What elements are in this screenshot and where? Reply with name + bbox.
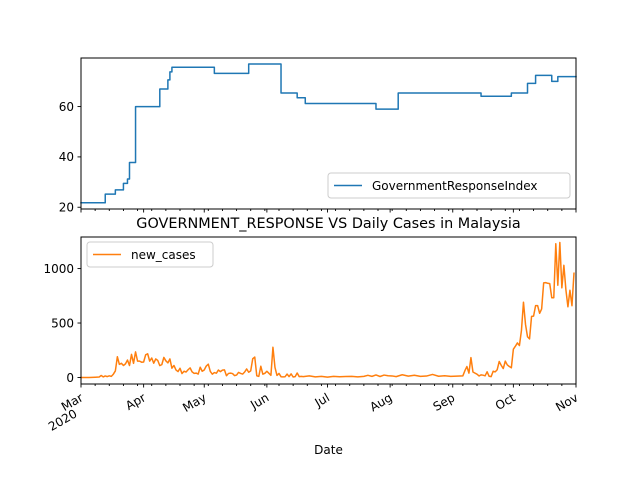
top-series-layer	[80, 63, 577, 204]
top-y-tick-label-2: 60	[59, 100, 74, 114]
bottom-x-tick-sublabel-0: 2020	[46, 406, 79, 433]
top-legend: GovernmentResponseIndex	[327, 172, 571, 199]
bottom-x-tick-label-2: May	[180, 390, 208, 415]
x-axis-label: Date	[314, 443, 343, 457]
bottom-x-tick-label-7: Oct	[493, 390, 518, 413]
bottom-y-tick-label-2: 1000	[43, 262, 74, 276]
bottom-series-line-0	[80, 241, 575, 379]
top-y-tick-label-0: 20	[59, 201, 74, 215]
chart-title: GOVERNMENT_RESPONSE VS Daily Cases in Ma…	[136, 216, 520, 232]
bottom-x-tick-label-4: Jul	[312, 390, 332, 410]
bottom-y-tick-label-1: 500	[51, 316, 74, 330]
top-y-tick-label-1: 40	[59, 150, 74, 164]
top-series-line-0	[80, 63, 577, 204]
bottom-x-tick-label-6: Sep	[431, 390, 458, 413]
legend-label: new_cases	[131, 248, 196, 262]
legend-box	[86, 241, 214, 268]
bottom-y-tick-label-0: 0	[66, 371, 74, 385]
bottom-legend: new_cases	[86, 241, 214, 268]
bottom-x-tick-label-1: Apr	[123, 390, 148, 413]
bottom-x-tick-label-8: Nov	[553, 390, 580, 414]
bottom-series-layer	[80, 241, 575, 379]
top-axis-layer: 20 40 60	[59, 57, 577, 215]
bottom-x-tick-label-3: Jun	[247, 390, 271, 412]
top-axes-frame	[80, 57, 577, 210]
bottom-axes-frame	[80, 236, 577, 385]
legend-label: GovernmentResponseIndex	[372, 179, 538, 193]
bottom-x-tick-label-5: Aug	[367, 390, 394, 414]
top-chart-panel: 20 40 60 GovernmentResponseIndex	[59, 57, 577, 215]
legend-box	[327, 172, 571, 199]
